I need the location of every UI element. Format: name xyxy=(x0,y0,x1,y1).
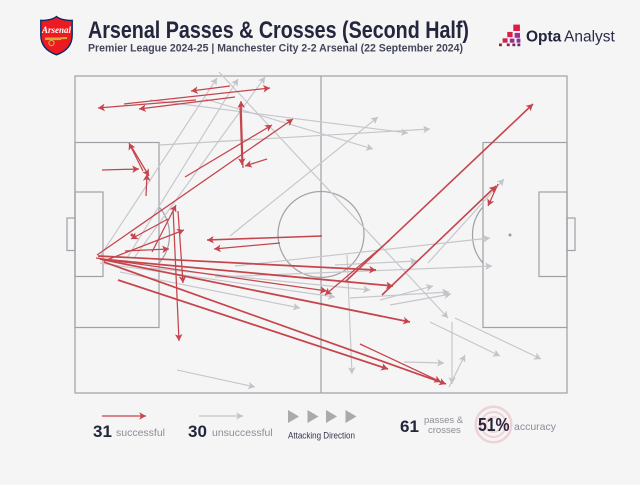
svg-text:Attacking Direction: Attacking Direction xyxy=(288,431,355,442)
svg-text:Arsenal: Arsenal xyxy=(41,25,72,35)
svg-text:Premier League 2024-25 | Manch: Premier League 2024-25 | Manchester City… xyxy=(88,43,463,55)
svg-text:Analyst: Analyst xyxy=(564,29,616,46)
svg-text:unsuccessful: unsuccessful xyxy=(212,427,273,439)
svg-text:61: 61 xyxy=(400,417,419,436)
svg-text:successful: successful xyxy=(116,427,165,439)
svg-text:Arsenal Passes & Crosses (Seco: Arsenal Passes & Crosses (Second Half) xyxy=(88,17,469,44)
svg-text:accuracy: accuracy xyxy=(514,421,557,433)
svg-text:crosses: crosses xyxy=(428,425,461,436)
svg-text:51%: 51% xyxy=(478,415,510,435)
svg-text:31: 31 xyxy=(93,422,112,441)
svg-text:Opta: Opta xyxy=(526,29,562,46)
svg-text:30: 30 xyxy=(188,422,207,441)
svg-text:passes &: passes & xyxy=(424,415,464,426)
